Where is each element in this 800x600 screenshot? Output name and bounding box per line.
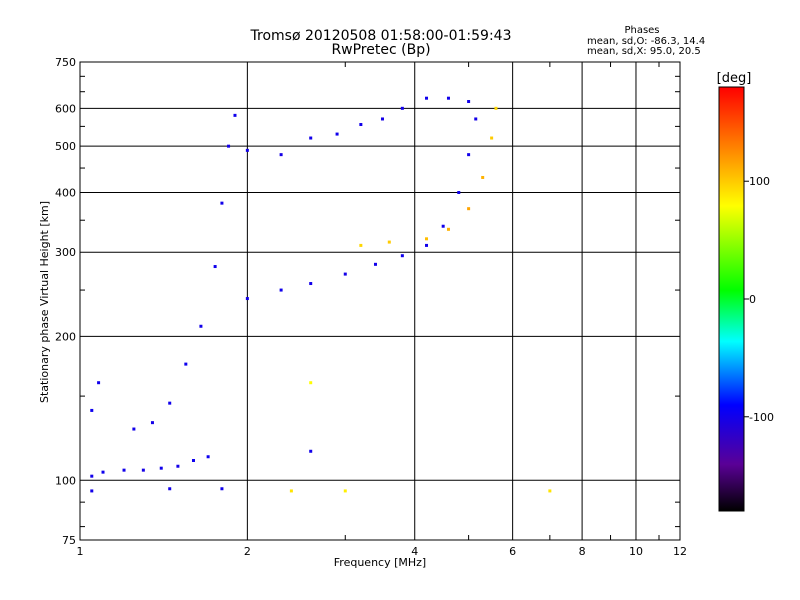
data-point [359, 243, 363, 247]
colorbar-tick-label: 100 [749, 175, 770, 188]
data-point [343, 272, 347, 276]
y-tick-label: 400 [55, 186, 76, 199]
data-point [481, 175, 485, 179]
data-point [101, 470, 105, 474]
data-point [467, 153, 471, 157]
phases-heading: Phases [624, 25, 659, 36]
y-tick-label: 75 [62, 534, 76, 547]
colorbar-label: [deg] [717, 71, 752, 86]
data-point [279, 153, 283, 157]
data-point [425, 96, 429, 100]
plot-area [79, 61, 681, 541]
phases-line-o: mean, sd,O: -86.3, 14.4 [587, 36, 705, 47]
grid-lines [80, 62, 680, 540]
colorbar-tick-label: -100 [749, 411, 774, 424]
data-point [387, 240, 391, 244]
x-tick-label: 1 [77, 545, 84, 558]
x-tick-label: 2 [244, 545, 251, 558]
data-points [90, 96, 552, 493]
data-point [90, 474, 94, 478]
data-point [168, 401, 172, 405]
data-point [245, 148, 249, 152]
data-point [373, 262, 377, 266]
data-point [206, 455, 210, 459]
data-point [425, 243, 429, 247]
data-point [343, 489, 347, 493]
data-point [359, 123, 363, 127]
x-tick-label: 10 [629, 545, 643, 558]
y-tick-label: 100 [55, 474, 76, 487]
data-point [446, 227, 450, 231]
data-point [220, 201, 224, 205]
data-point [90, 489, 94, 493]
chart-title: Tromsø 20120508 01:58:00-01:59:43 [250, 28, 512, 44]
x-tick-label: 4 [411, 545, 418, 558]
data-point [168, 487, 172, 491]
data-point [490, 136, 494, 140]
data-point [400, 254, 404, 258]
data-point [213, 265, 217, 269]
y-tick-label: 200 [55, 330, 76, 343]
data-point [184, 362, 188, 366]
colorbar-ticks: 100 0 -100 [744, 175, 774, 424]
data-point [441, 224, 445, 228]
colorbar [718, 86, 745, 512]
x-axis-label: Frequency [MHz] [334, 556, 426, 569]
y-tick-label: 750 [55, 56, 76, 69]
data-point [159, 466, 163, 470]
data-point [309, 381, 313, 385]
data-point [309, 449, 313, 453]
y-tick-label: 600 [55, 102, 76, 115]
data-point [335, 132, 339, 136]
data-point [233, 113, 237, 117]
y-axis-label: Stationary phase Virtual Height [km] [38, 201, 51, 403]
data-point [446, 96, 450, 100]
x-tick-label: 12 [673, 545, 687, 558]
data-point [289, 489, 293, 493]
data-point [400, 106, 404, 110]
data-point [457, 190, 461, 194]
data-point [227, 144, 231, 148]
data-point [245, 297, 249, 301]
data-point [176, 464, 180, 468]
x-tick-label: 8 [579, 545, 586, 558]
data-point [467, 207, 471, 211]
data-point [199, 324, 203, 328]
y-tick-label: 500 [55, 140, 76, 153]
data-point [122, 468, 126, 472]
data-point [90, 408, 94, 412]
data-point [309, 282, 313, 286]
data-point [220, 487, 224, 491]
data-point [494, 106, 498, 110]
data-point [380, 117, 384, 121]
data-point [132, 427, 136, 431]
data-point [150, 421, 154, 425]
data-point [279, 288, 283, 292]
data-point [425, 237, 429, 241]
data-point [548, 489, 552, 493]
data-point [97, 381, 101, 385]
phases-line-x: mean, sd,X: 95.0, 20.5 [587, 46, 701, 57]
chart-subtitle: RwPretec (Bp) [331, 42, 430, 58]
data-point [474, 117, 478, 121]
colorbar-tick-label: 0 [749, 293, 756, 306]
y-tick-label: 300 [55, 246, 76, 259]
data-point [467, 100, 471, 104]
data-point [309, 136, 313, 140]
data-point [191, 458, 195, 462]
x-tick-label: 6 [509, 545, 516, 558]
data-point [141, 468, 145, 472]
